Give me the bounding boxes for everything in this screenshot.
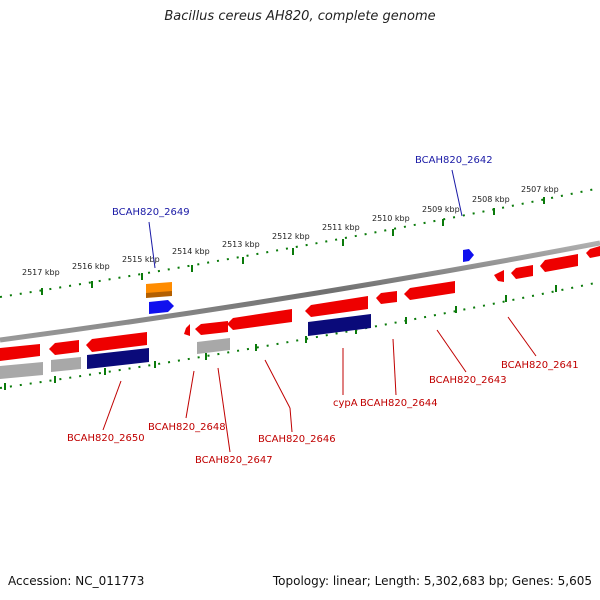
gene-gray-left[interactable] (51, 357, 81, 372)
kbp-label: 2516 kbp (72, 262, 110, 271)
gene-blue-small[interactable] (463, 249, 474, 262)
gene-cypa[interactable] (305, 296, 368, 317)
lower-scale (0, 281, 600, 390)
gene-orange-shade (146, 291, 172, 298)
leader-lines (102, 169, 537, 453)
gene-label-2650[interactable]: BCAH820_2650 (67, 433, 145, 444)
kbp-label: 2509 kbp (422, 205, 460, 214)
accession-text: Accession: NC_011773 (8, 574, 145, 588)
gene-blue[interactable] (149, 300, 174, 314)
gene-red-edge[interactable] (0, 344, 40, 361)
kbp-label: 2514 kbp (172, 247, 210, 256)
kbp-label: 2511 kbp (322, 223, 360, 232)
page-title: Bacillus cereus AH820, complete genome (164, 9, 436, 24)
gene-label-2648[interactable]: BCAH820_2648 (148, 422, 226, 433)
kbp-label: 2515 kbp (122, 255, 160, 264)
gene-label-2646[interactable]: BCAH820_2646 (258, 434, 336, 445)
gene-2641b[interactable] (540, 254, 578, 272)
genome-backbone (0, 240, 600, 343)
genome-summary-text: Topology: linear; Length: 5,302,683 bp; … (272, 574, 592, 588)
kbp-label: 2513 kbp (222, 240, 260, 249)
gene-gray[interactable] (197, 338, 230, 354)
kbp-label: 2508 kbp (472, 195, 510, 204)
gene-2646[interactable] (227, 309, 292, 330)
gene-gray-edge[interactable] (0, 362, 43, 379)
gene-label-2642[interactable]: BCAH820_2642 (415, 155, 493, 166)
gene-red-left[interactable] (49, 340, 79, 355)
kbp-label: 2510 kbp (372, 214, 410, 223)
gene-label-cypa[interactable]: cypA (333, 398, 358, 409)
gene-red-small[interactable] (494, 270, 504, 282)
gene-red[interactable] (511, 265, 533, 279)
gene-2644[interactable] (376, 291, 397, 304)
gene-2641[interactable] (586, 246, 600, 258)
gene-2650[interactable] (86, 332, 147, 352)
gene-labels: BCAH820_2649 BCAH820_2642 BCAH820_2650 B… (67, 155, 579, 466)
strand-genes (0, 246, 600, 379)
gene-2648[interactable] (184, 324, 190, 336)
gene-label-2644[interactable]: BCAH820_2644 (360, 398, 438, 409)
gene-label-2647[interactable]: BCAH820_2647 (195, 455, 273, 466)
kbp-label: 2507 kbp (521, 185, 559, 194)
gene-2643[interactable] (404, 281, 455, 300)
gene-2647[interactable] (195, 321, 228, 335)
gene-label-2643[interactable]: BCAH820_2643 (429, 375, 507, 386)
gene-navy-left[interactable] (87, 348, 149, 369)
gene-label-2649[interactable]: BCAH820_2649 (112, 207, 190, 218)
upper-genes (146, 249, 474, 314)
gene-navy[interactable] (308, 314, 371, 336)
kbp-label: 2517 kbp (22, 268, 60, 277)
upper-scale (0, 187, 600, 298)
kbp-label: 2512 kbp (272, 232, 310, 241)
gene-label-2641[interactable]: BCAH820_2641 (501, 360, 579, 371)
kbp-labels: 2517 kbp 2516 kbp 2515 kbp 2514 kbp 2513… (22, 185, 559, 277)
